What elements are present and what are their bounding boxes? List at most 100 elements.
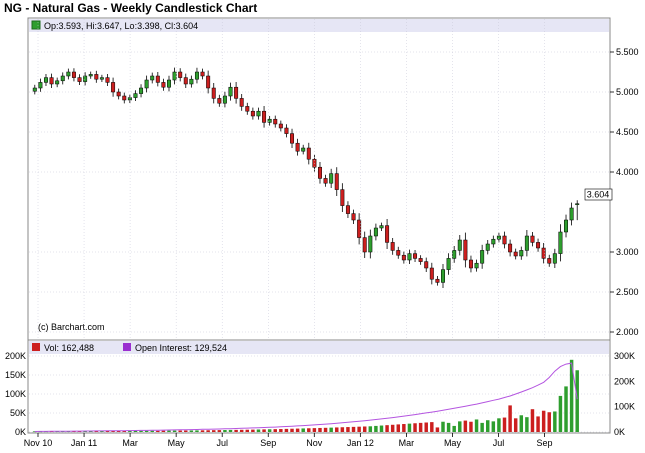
volume-bar [430, 422, 434, 432]
price-tick-label: 3.000 [616, 247, 639, 257]
volume-bar [178, 430, 182, 432]
candle-body [256, 110, 261, 117]
candle-body [357, 219, 362, 238]
volume-panel [27, 339, 611, 434]
volume-right-tick-label: 0K [614, 427, 625, 437]
volume-bar [111, 431, 115, 432]
price-legend-text: Op:3.593, Hi:3.647, Lo:3.398, Cl:3.604 [44, 21, 198, 31]
candle-body [38, 82, 43, 89]
volume-bar [340, 427, 345, 432]
candle-body [468, 259, 473, 269]
candle-body [43, 77, 48, 83]
candle-body [284, 127, 289, 134]
candle-body [167, 79, 171, 88]
price-tick-label: 2.000 [616, 327, 639, 337]
candle-body [552, 253, 557, 264]
volume-bar [508, 405, 512, 432]
price-tick-label: 4.000 [616, 167, 639, 177]
candle-body [362, 237, 367, 253]
candle-body [161, 82, 166, 88]
candle-body [446, 258, 451, 270]
candle-body [206, 75, 211, 89]
price-y-axis: 5.500 5.000 4.500 4.000 3.000 2.500 2.000 [610, 47, 639, 337]
volume-bar [307, 428, 311, 432]
oi-legend-swatch [123, 343, 131, 351]
volume-right-axis: 300K 200K 100K 0K [614, 351, 635, 437]
price-tick-label: 5.500 [616, 47, 639, 57]
x-tick-label: Mar [122, 438, 138, 448]
vol-legend-text: Vol: 162,488 [44, 343, 94, 353]
volume-left-tick-label: 100K [5, 389, 26, 399]
volume-bar [569, 359, 574, 432]
volume-bar [474, 419, 479, 432]
candle-body [234, 86, 239, 99]
candle-body [250, 110, 255, 117]
candle-body [122, 95, 127, 101]
volume-bar [133, 430, 138, 432]
volume-bar [452, 425, 456, 432]
candle-body [519, 250, 524, 257]
volume-bar [486, 420, 490, 432]
candle-body [368, 235, 373, 253]
candle-body [133, 93, 138, 98]
candle-body [306, 147, 311, 160]
volume-bar [139, 430, 143, 432]
volume-bar [491, 421, 496, 432]
candle-body [452, 250, 457, 259]
candle-body [390, 242, 395, 251]
candle-body [155, 75, 160, 83]
volume-bar [530, 409, 535, 432]
volume-bar [553, 411, 557, 432]
price-tick-label: 2.500 [616, 287, 639, 297]
candle-body [99, 77, 104, 80]
x-tick-label: Jan 12 [347, 438, 374, 448]
volume-bar [407, 423, 412, 432]
volume-bar [469, 421, 473, 432]
candle-body [373, 227, 378, 237]
candle-body [290, 133, 295, 144]
x-tick-label: Jul [216, 438, 228, 448]
candle-body [222, 95, 227, 104]
volume-bar [323, 427, 328, 432]
volume-bar [458, 421, 462, 432]
volume-bar [312, 428, 317, 432]
volume-bar [329, 427, 333, 432]
volume-bar [94, 431, 99, 432]
candle-body [418, 258, 423, 262]
candle-body [502, 235, 507, 245]
candle-body [435, 278, 440, 283]
x-tick-label: Jan 11 [71, 438, 97, 448]
volume-bar [228, 429, 233, 432]
candle-body [345, 205, 350, 214]
candle-body [334, 173, 339, 190]
volume-bar [262, 429, 266, 432]
candle-body [547, 258, 552, 264]
candle-body [407, 253, 412, 261]
volume-bar [547, 412, 551, 432]
volume-bar [385, 425, 389, 432]
volume-left-tick-label: 50K [10, 408, 26, 418]
x-tick-label: Jul [493, 438, 505, 448]
volume-bar [295, 428, 300, 432]
last-price-label: 3.604 [587, 190, 610, 200]
candle-body [178, 71, 183, 78]
candle-body [508, 243, 513, 253]
volume-bar [290, 428, 294, 432]
volume-bar [362, 426, 367, 432]
x-tick-label: Sep [537, 438, 553, 448]
volume-left-tick-label: 150K [5, 370, 26, 380]
candle-body [396, 250, 401, 256]
candle-body [94, 74, 99, 80]
volume-bar [279, 429, 283, 432]
candle-body [105, 77, 110, 83]
candle-body [189, 78, 194, 85]
volume-bar [390, 424, 395, 432]
volume-bar [88, 431, 93, 432]
last-price-box [584, 188, 613, 201]
volume-bar [301, 428, 305, 432]
volume-bar [519, 415, 524, 432]
x-axis: Nov 10 Jan 11 Mar May Jul Sep Nov Jan 12 Mar May J… [24, 19, 553, 448]
volume-bar [575, 370, 579, 432]
volume-bar [284, 428, 289, 432]
candle-body [301, 147, 306, 152]
